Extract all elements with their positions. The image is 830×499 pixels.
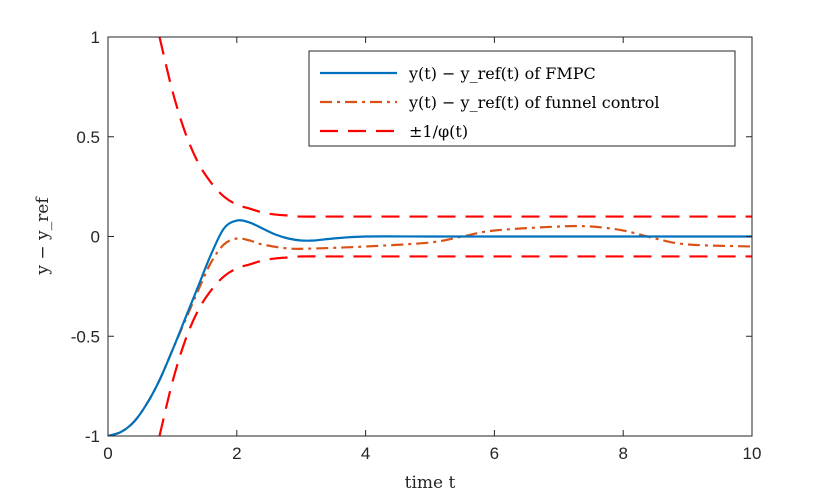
- legend-label-fmpc: y(t) − y_ref(t) of FMPC: [408, 64, 596, 83]
- x-tick-label: 4: [361, 444, 370, 463]
- series-layer: [108, 37, 752, 436]
- x-tick-label: 0: [103, 444, 112, 463]
- x-axis-label: time t: [405, 473, 456, 493]
- axes-frame: [107, 36, 753, 437]
- series-funnel-lower-boundary: [158, 255, 752, 436]
- y-tick-label: 0.5: [76, 128, 100, 147]
- y-tick-label: -1: [85, 427, 100, 446]
- x-tick-label: 10: [743, 444, 762, 463]
- series-fmpc-error: [108, 219, 752, 436]
- legend-label-funnel-boundary: ±1/φ(t): [409, 122, 468, 141]
- y-axis-label: y − y_ref: [33, 196, 53, 276]
- legend: y(t) − y_ref(t) of FMPC y(t) − y_ref(t) …: [308, 50, 736, 147]
- legend-label-funnel: y(t) − y_ref(t) of funnel control: [408, 93, 659, 112]
- y-tick-label: 1: [91, 28, 100, 47]
- x-tick-label: 6: [490, 444, 499, 463]
- tick-labels: 0 2 4 6 8 10 -1 -0.5 0 0.5 1: [71, 28, 762, 463]
- x-tick-label: 8: [618, 444, 627, 463]
- x-tick-label: 2: [232, 444, 241, 463]
- y-tick-label: 0: [91, 228, 100, 247]
- series-funnel-upper-boundary: [158, 37, 752, 218]
- y-tick-label: -0.5: [71, 327, 100, 346]
